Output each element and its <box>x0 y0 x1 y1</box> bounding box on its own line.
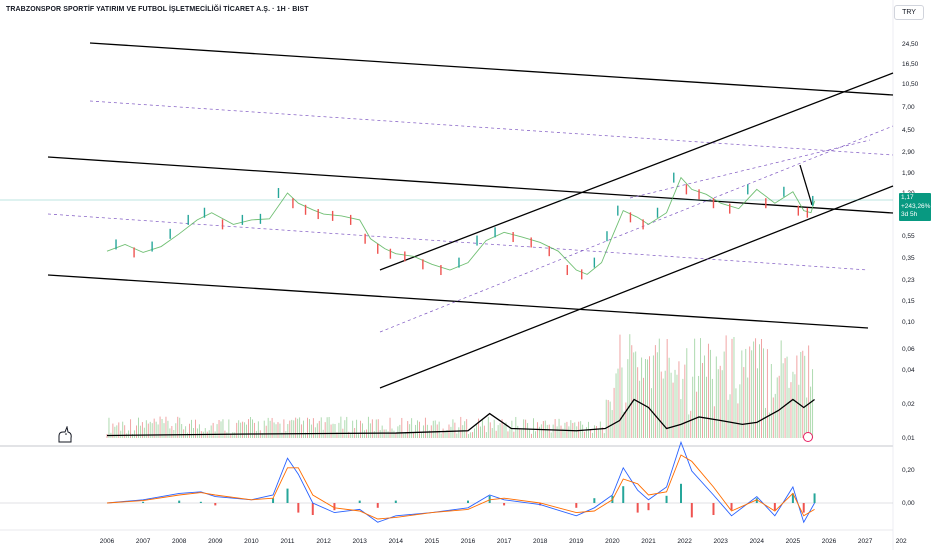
x-tick-label: 2009 <box>208 538 223 545</box>
macd-tick-label: 0,00 <box>902 500 915 507</box>
y-tick-label: 0,06 <box>902 346 915 353</box>
y-tick-label: 0,35 <box>902 255 915 262</box>
x-tick-label: 2026 <box>822 538 837 545</box>
y-tick-label: 10,50 <box>902 81 919 88</box>
trend-line <box>89 42 894 96</box>
trend-line <box>379 185 894 389</box>
x-tick-label: 2013 <box>352 538 367 545</box>
trend-line <box>379 72 894 271</box>
y-tick-label: 0,04 <box>902 367 915 374</box>
macd-panel <box>0 440 893 524</box>
y-tick-label: 0,01 <box>902 435 915 442</box>
x-tick-label: 2008 <box>172 538 187 545</box>
x-tick-label: 2012 <box>316 538 331 545</box>
y-tick-label: 4,50 <box>902 127 915 134</box>
grid-layer <box>0 0 894 550</box>
x-tick-label: 2018 <box>533 538 548 545</box>
x-tick-label: 2007 <box>136 538 151 545</box>
volume-bars <box>106 334 814 438</box>
x-tick-label: 2015 <box>425 538 440 545</box>
trend-line <box>47 156 894 214</box>
dashed-midline <box>379 125 894 333</box>
x-tick-label: 2021 <box>641 538 656 545</box>
last-price-badge: 1,17 +243,26% 3d 5h <box>899 193 931 221</box>
x-tick-label: 2027 <box>858 538 873 545</box>
macd-tick-label: 0,20 <box>902 467 915 474</box>
x-tick-label: 2010 <box>244 538 259 545</box>
price-line <box>106 176 815 275</box>
symbol-title: TRABZONSPOR SPORTİF YATIRIM VE FUTBOL İŞ… <box>6 6 309 13</box>
last-price: 1,17 <box>901 194 914 201</box>
y-tick-label: 2,90 <box>902 149 915 156</box>
bar-countdown: 3d 5h <box>901 211 918 218</box>
y-tick-label: 0,23 <box>902 277 915 284</box>
trend-line <box>799 164 813 206</box>
x-tick-label: 2024 <box>750 538 765 545</box>
y-tick-label: 16,50 <box>902 61 919 68</box>
x-tick-label: 2006 <box>100 538 115 545</box>
alert-icon <box>803 432 813 442</box>
axes: 2006 2007 2008 2009 2010 2011 2012 2013 2014 2015… <box>100 6 919 545</box>
dashed-midline <box>629 139 871 199</box>
macd-line <box>106 440 815 524</box>
signal-line <box>106 454 815 520</box>
x-tick-label: 2025 <box>786 538 801 545</box>
y-tick-label: 24,50 <box>902 41 919 48</box>
x-tick-label: 2020 <box>605 538 620 545</box>
currency-button[interactable]: TRY <box>894 5 924 20</box>
dashed-midline <box>47 213 869 271</box>
x-tick-label: 2019 <box>569 538 584 545</box>
price-change: +243,26% <box>901 202 931 210</box>
y-tick-label: 0,15 <box>902 298 915 305</box>
trend-line <box>47 274 869 329</box>
volume-ma-line <box>106 398 815 437</box>
y-tick-label: 1,90 <box>902 170 915 177</box>
y-tick-label: 0,02 <box>902 401 915 408</box>
tradingview-logo-icon[interactable] <box>56 426 78 444</box>
x-tick-label: 2022 <box>677 538 692 545</box>
y-tick-label: 7,00 <box>902 104 915 111</box>
x-tick-label: 2016 <box>461 538 476 545</box>
x-tick-label: 2014 <box>389 538 404 545</box>
x-tick-label: 2011 <box>281 538 295 545</box>
volume-ma <box>106 398 815 437</box>
trend-channels <box>0 42 894 389</box>
x-tick-label: 2023 <box>713 538 728 545</box>
y-tick-label: 0,10 <box>902 319 915 326</box>
price-series <box>106 172 815 280</box>
dashed-midline <box>89 100 894 156</box>
x-tick-label: 202 <box>896 538 907 545</box>
y-tick-label: 0,55 <box>902 233 915 240</box>
x-tick-label: 2017 <box>497 538 512 545</box>
